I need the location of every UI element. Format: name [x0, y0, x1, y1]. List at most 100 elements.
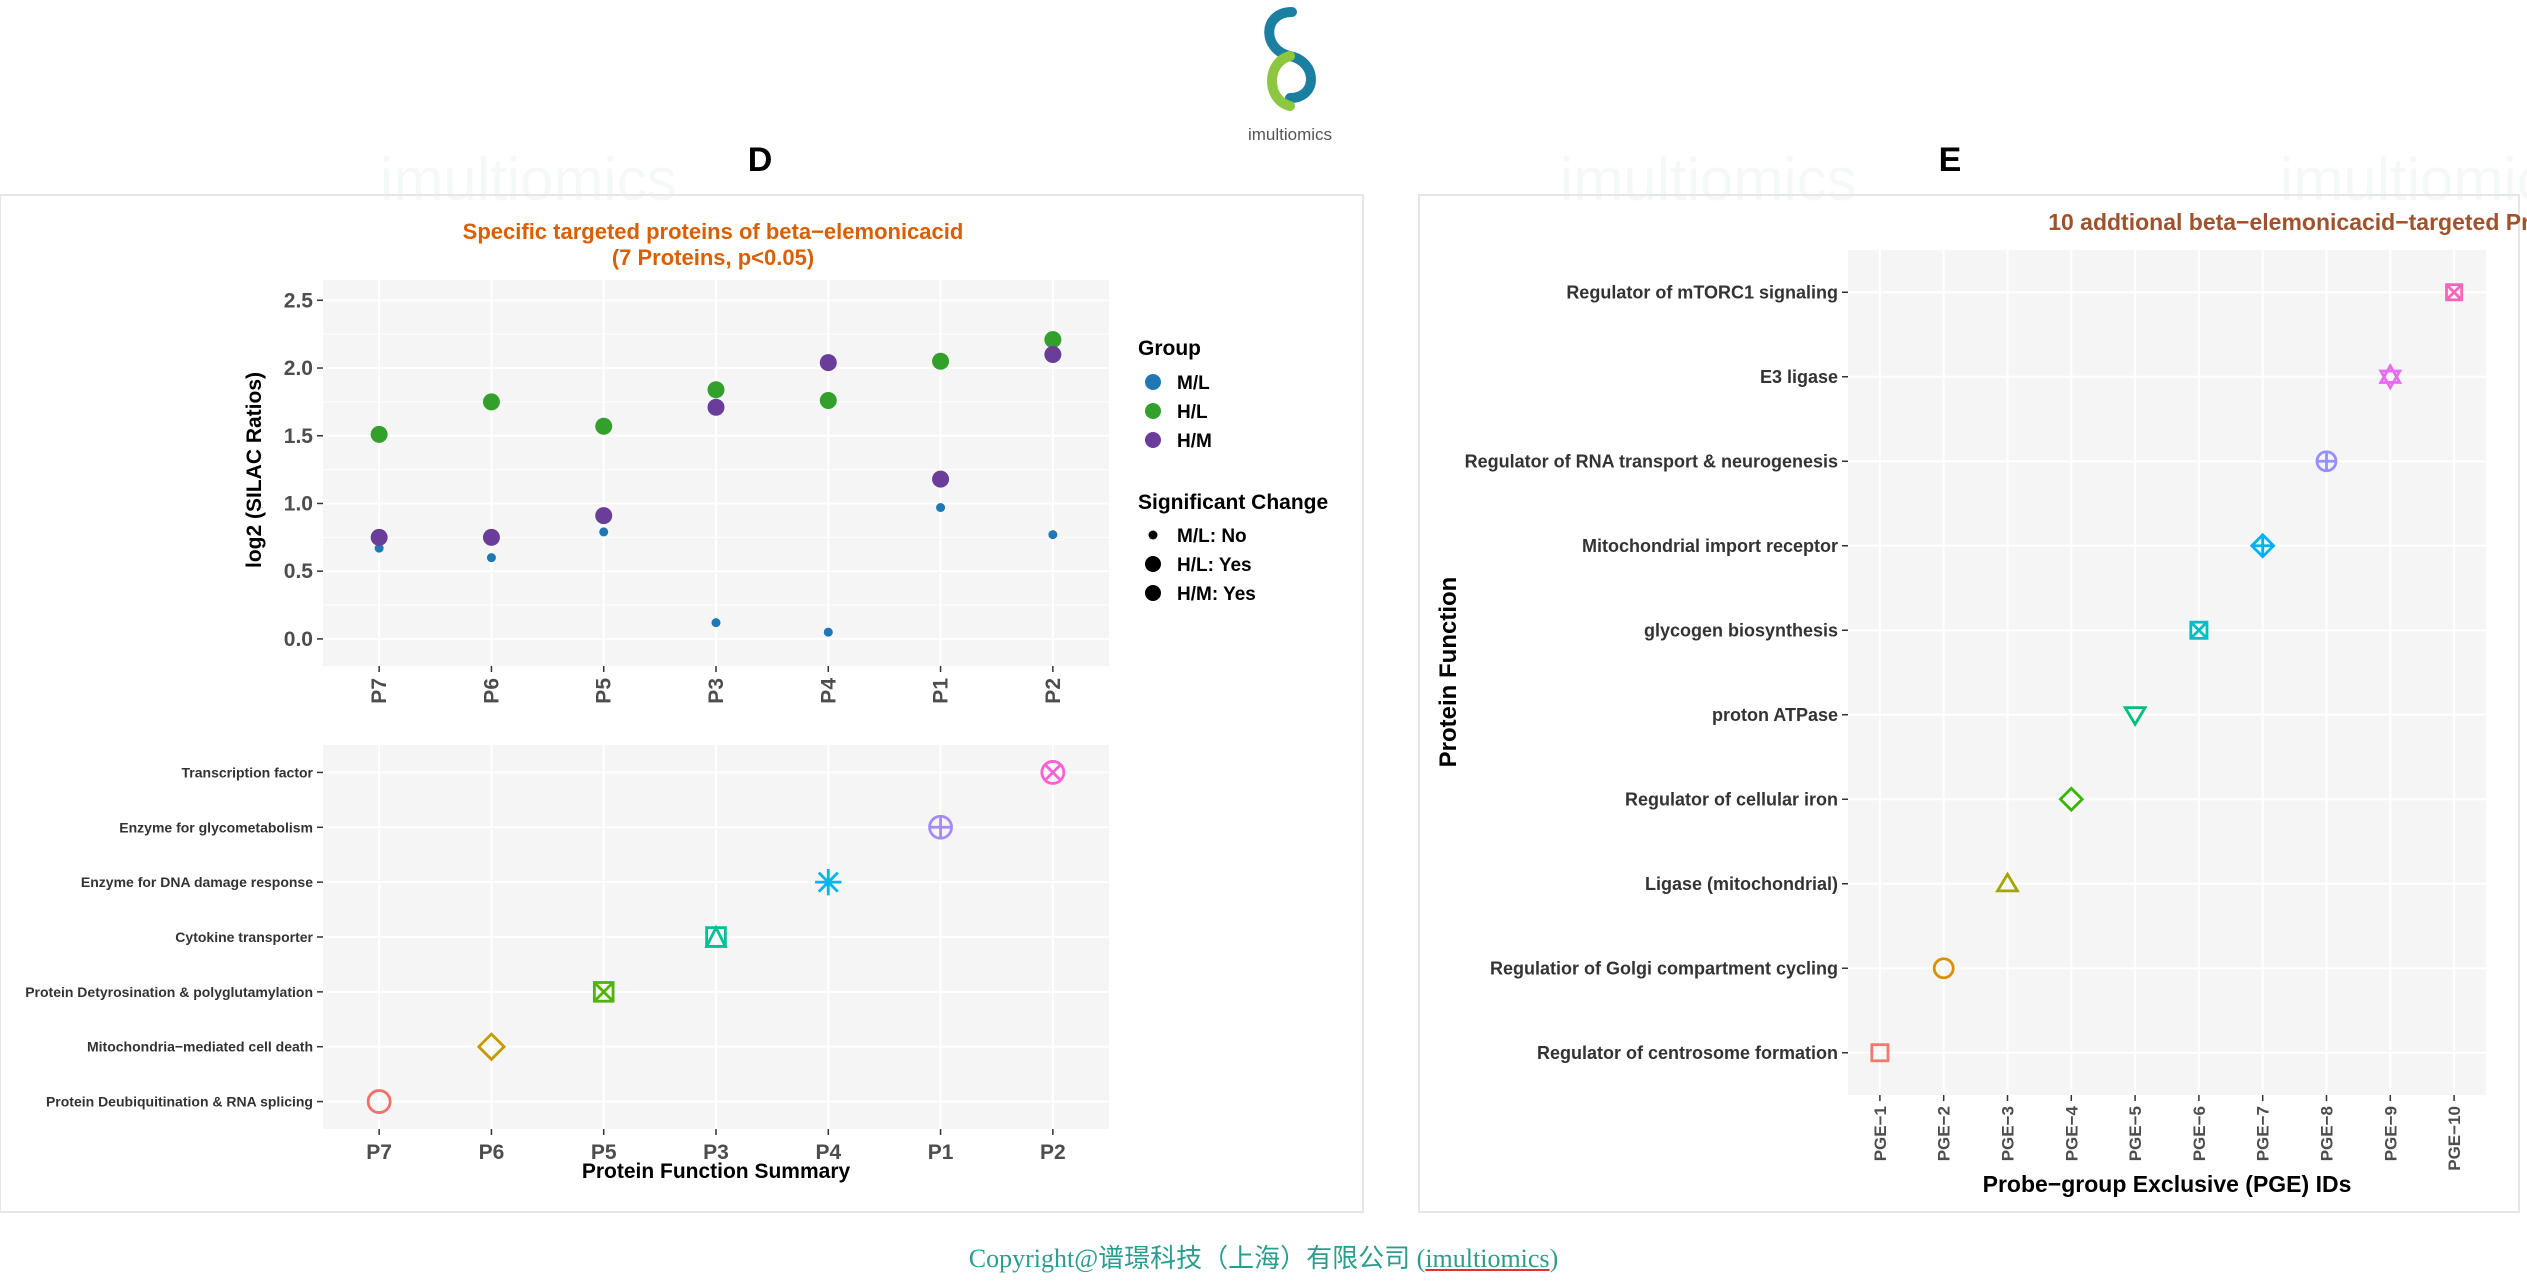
data-points [366, 760, 1066, 1114]
y-tick-label-e3-ligase: E3 ligase [1760, 367, 1838, 387]
legend-significance-items: M/L: No H/L: Yes H/M: Yes [1145, 526, 1256, 605]
point-pge-10-square-x [2445, 283, 2464, 302]
y-tick-label-enzyme-for-glycometabolism: Enzyme for glycometabolism [119, 819, 313, 835]
marker-circle [366, 1089, 392, 1114]
marker-diamond [476, 1032, 507, 1062]
x-tick-label-p1: P1 [928, 1141, 954, 1164]
marker-square [1870, 1043, 1890, 1063]
marker-square [2445, 283, 2464, 302]
y-tick-label-glycogen-biosynthesis: glycogen biosynthesis [1644, 620, 1838, 640]
chart-d-bottom: Protein Deubiquitination & RNA splicing M… [25, 745, 1109, 1183]
panel-e-letter: E [1939, 141, 1962, 179]
point-p5-square-cross [592, 981, 615, 1003]
panel-d-frame [0, 194, 1364, 1213]
gridlines [323, 745, 1109, 1129]
y-axis-label: log2 (SILAC Ratios) [243, 372, 266, 568]
point-pge-2-circle [1932, 957, 1955, 980]
chart-e: 10 addtional beta−elemonicacid−targeted … [1435, 209, 2527, 1197]
marker-stroke [593, 981, 615, 1003]
gridlines [1848, 250, 2486, 1095]
x-tick-label-p4: P4 [815, 1141, 841, 1164]
y-tick-label-ligase-mitochondrial: Ligase (mitochondrial) [1645, 874, 1838, 894]
point-pge-1-square [1870, 1043, 1890, 1063]
legend-group-items: M/L H/L H/M [1145, 373, 1212, 452]
company-logo: imultiomics [1248, 7, 1332, 144]
marker-stroke [2445, 283, 2463, 301]
x-axis-ticks: P7 P6 P5 P3 P4 P1 P2 [368, 666, 1065, 704]
point-pge-4-diamond [2058, 786, 2085, 813]
point-h-l-p4 [819, 392, 837, 410]
legend: Group M/L H/L H/M Significant Change M/L: … [1138, 337, 1328, 605]
y-tick-label-protein-detyrosination-polyglutamylation: Protein Detyrosination & polyglutamylati… [25, 984, 313, 1000]
x-tick-label-p2: P2 [1042, 678, 1065, 704]
watermark-text-3: imultiomics [2280, 146, 2527, 213]
panel-d-title-line1: Specific targeted proteins of beta−elemo… [463, 219, 964, 244]
marker-stroke [2189, 621, 2208, 640]
x-tick-label-pge-8: PGE−8 [2318, 1106, 2337, 1161]
y-tick-label: 1.0 [284, 492, 313, 515]
y-tick-label-proton-atpase: proton ATPase [1712, 705, 1838, 725]
watermark: imultiomics imultiomics imultiomics [380, 146, 2527, 213]
x-tick-label-pge-3: PGE−3 [1999, 1106, 2018, 1161]
legend-sig-key-2 [1145, 585, 1161, 601]
x-tick-label-pge-6: PGE−6 [2190, 1106, 2209, 1161]
y-tick-label-regulator-of-rna-transport-neurogenesis: Regulator of RNA transport & neurogenesi… [1465, 451, 1838, 471]
y-axis-label: Protein Function [1435, 577, 1462, 768]
point-pge-3-triangle [1995, 871, 2020, 893]
legend-sig-key-0 [1148, 530, 1158, 540]
x-tick-label-p3: P3 [703, 1141, 729, 1164]
y-axis-ticks: Regulator of centrosome formation Regulat… [1465, 282, 1848, 1063]
copyright-suffix: ) [1549, 1244, 1559, 1273]
x-tick-label-pge-1: PGE−1 [1871, 1106, 1890, 1161]
legend-key-h-m [1145, 432, 1161, 448]
x-tick-label-pge-2: PGE−2 [1935, 1106, 1954, 1161]
x-axis-label: Protein Function Summary [582, 1160, 851, 1183]
marker-triangle [704, 924, 728, 948]
point-h-m-p4 [819, 354, 837, 372]
marker-square [2189, 620, 2209, 640]
point-pge-9-star-david [2378, 363, 2403, 391]
point-h-m-p6 [482, 528, 500, 546]
x-tick-label-p7: P7 [368, 678, 391, 704]
y-tick-label-regulator-of-cellular-iron: Regulator of cellular iron [1625, 789, 1838, 809]
y-axis-ticks: 0.0 0.5 1.0 1.5 2.0 2.5 [284, 289, 323, 651]
y-tick-label: 2.5 [284, 289, 314, 312]
point-h-m-p7 [370, 528, 388, 546]
x-tick-label-p5: P5 [593, 678, 616, 704]
point-h-l-p7 [370, 425, 388, 443]
point-pge-8-circle-plus [2315, 450, 2338, 473]
point-m-l-p1 [936, 503, 946, 513]
legend-key-h-l [1145, 403, 1161, 419]
x-axis-label: Probe−group Exclusive (PGE) IDs [1983, 1171, 2352, 1197]
point-h-l-p5 [595, 417, 613, 435]
point-p6-diamond [476, 1032, 507, 1062]
legend-sig-key-1 [1145, 556, 1161, 572]
y-tick-label-transcription-factor: Transcription factor [182, 764, 314, 780]
point-h-l-p6 [482, 393, 500, 411]
legend-sig-label-2: H/M: Yes [1177, 584, 1256, 605]
y-tick-label-cytokine-transporter: Cytokine transporter [175, 929, 313, 945]
point-h-m-p5 [595, 507, 613, 525]
data-points [370, 331, 1062, 637]
panel-d-title-line2: (7 Proteins, p<0.05) [612, 245, 814, 270]
y-tick-label-protein-deubiquitination-rna-splicing: Protein Deubiquitination & RNA splicing [46, 1094, 313, 1110]
point-h-m-p2 [1044, 345, 1062, 363]
marker-circle [1040, 760, 1066, 785]
point-p3-square-triangle [704, 924, 728, 948]
legend-group-title: Group [1138, 337, 1201, 360]
chart-e-title: 10 addtional beta−elemonicacid−targeted … [2048, 209, 2527, 235]
point-h-l-p1 [932, 352, 950, 370]
x-tick-label-pge-7: PGE−7 [2254, 1106, 2273, 1161]
x-tick-label-pge-9: PGE−9 [2381, 1106, 2400, 1161]
watermark-text-1: imultiomics [380, 146, 677, 213]
x-tick-label-p5: P5 [591, 1141, 617, 1164]
point-p7-circle [366, 1089, 392, 1114]
x-tick-label-p3: P3 [705, 678, 728, 704]
x-axis-ticks: P7 P6 P5 P3 P4 P1 P2 [366, 1129, 1066, 1164]
marker-triangle-down [2122, 706, 2148, 727]
legend-label-h-m: H/M [1177, 431, 1212, 452]
copyright-link[interactable]: imultiomics [1425, 1244, 1550, 1273]
marker-triangle [2378, 363, 2403, 384]
panel-d-letter: D [748, 141, 773, 179]
plot-background [1848, 250, 2486, 1095]
